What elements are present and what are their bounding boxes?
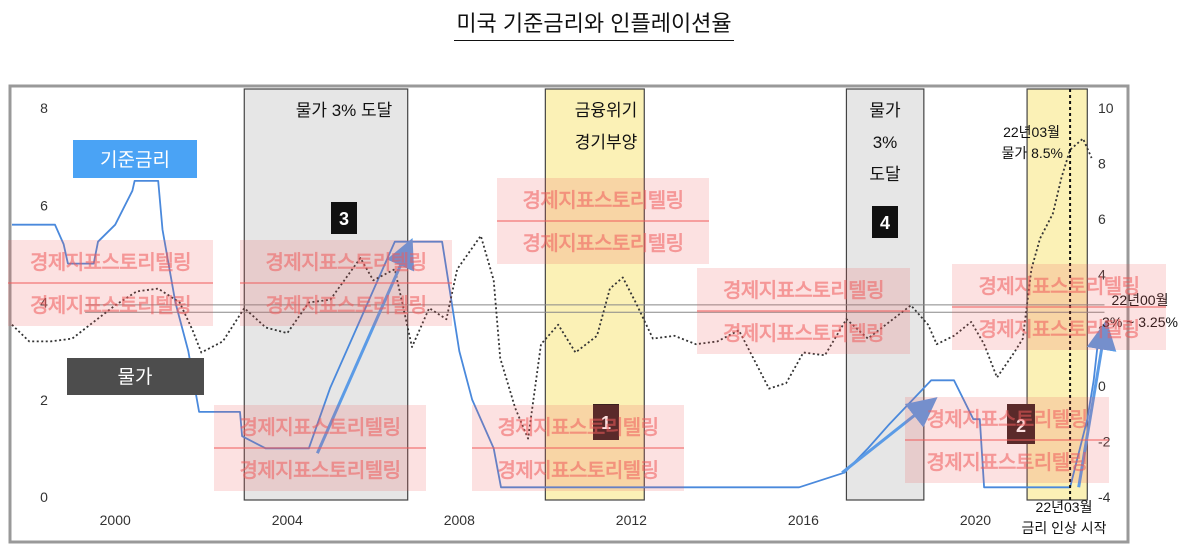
y-right-tick-label: 8 [1098, 156, 1106, 172]
badge-2 [1007, 404, 1035, 444]
band2-label-line1: 금융위기 [575, 101, 638, 120]
x-tick-label: 2008 [444, 512, 475, 528]
y-left-tick-label: 6 [40, 197, 48, 213]
watermark-text: 경제지표스토리텔링 [723, 279, 884, 302]
x-tick-label: 2000 [100, 512, 131, 528]
band3-label-line3: 도달 [869, 165, 901, 184]
watermark-text: 경제지표스토리텔링 [239, 416, 400, 439]
badge-3 [331, 202, 357, 234]
y-right-tick-label: 6 [1098, 211, 1106, 227]
watermark-text: 경제지표스토리텔링 [723, 322, 884, 345]
y-left-tick-label: 8 [40, 100, 48, 116]
x-tick-label: 2016 [788, 512, 819, 528]
rate-callout-line2: 3% ~ 3.25% [1102, 314, 1178, 330]
band3-label-line2: 3% [873, 133, 898, 152]
rate-callout-line1: 22년00월 [1112, 292, 1169, 308]
watermark-text: 경제지표스토리텔링 [30, 294, 191, 317]
legend-cpi-label: 물가 [118, 366, 153, 388]
watermark-text: 경제지표스토리텔링 [265, 251, 426, 274]
cpi-callout-line1: 22년03월 [1003, 124, 1060, 140]
series-line-rate [12, 180, 1099, 489]
y-left-tick-label: 4 [40, 295, 48, 311]
badge-1-label: 1 [601, 413, 611, 433]
badge-4 [872, 206, 898, 238]
watermark-text: 경제지표스토리텔링 [978, 275, 1139, 298]
band1-label: 물가 3% 도달 [296, 101, 393, 120]
y-right-tick-label: -2 [1098, 433, 1111, 449]
hike-label-line1: 22년03월 [1036, 499, 1093, 515]
watermark-text: 경제지표스토리텔링 [926, 451, 1087, 474]
badge-1 [593, 404, 619, 440]
cpi-callout-line2: 물가 8.5% [1001, 145, 1063, 161]
legend-rate-label: 기준금리 [100, 149, 170, 171]
badge-3-label: 3 [339, 209, 349, 229]
y-right-tick-label: -4 [1098, 489, 1111, 505]
watermark-text: 경제지표스토리텔링 [265, 294, 426, 317]
watermark-text: 경제지표스토리텔링 [926, 408, 1087, 431]
badge-2-label: 2 [1016, 416, 1026, 436]
watermark-text: 경제지표스토리텔링 [497, 459, 658, 482]
y-right-tick-label: 10 [1098, 100, 1114, 116]
watermark-text: 경제지표스토리텔링 [239, 459, 400, 482]
x-tick-label: 2012 [616, 512, 647, 528]
series-line-cpi [11, 137, 1093, 440]
x-tick-label: 2020 [960, 512, 991, 528]
shaded-band-3 [845, 88, 925, 501]
legend-rate-box [73, 140, 197, 178]
watermark-text: 경제지표스토리텔링 [522, 189, 683, 212]
watermark-text: 경제지표스토리텔링 [978, 318, 1139, 341]
badge-4-label: 4 [880, 213, 890, 233]
x-tick-label: 2004 [272, 512, 303, 528]
y-right-tick-label: 4 [1098, 267, 1106, 283]
watermark-text: 경제지표스토리텔링 [522, 232, 683, 255]
trend-arrow-3 [1077, 319, 1117, 488]
y-right-tick-label: 0 [1098, 378, 1106, 394]
band2-label-line2: 경기부양 [575, 133, 638, 152]
watermark-text: 경제지표스토리텔링 [30, 251, 191, 274]
band3-label-line1: 물가 [869, 101, 901, 120]
shaded-band-4 [1026, 88, 1088, 501]
watermark-text: 경제지표스토리텔링 [497, 416, 658, 439]
y-left-tick-label: 0 [40, 489, 48, 505]
legend-cpi-box [67, 358, 204, 395]
trend-arrow-2 [841, 397, 938, 474]
hike-label-line2: 금리 인상 시작 [1021, 520, 1106, 536]
page-title: 미국 기준금리와 인플레이션율 [0, 6, 1188, 41]
y-left-tick-label: 2 [40, 392, 48, 408]
